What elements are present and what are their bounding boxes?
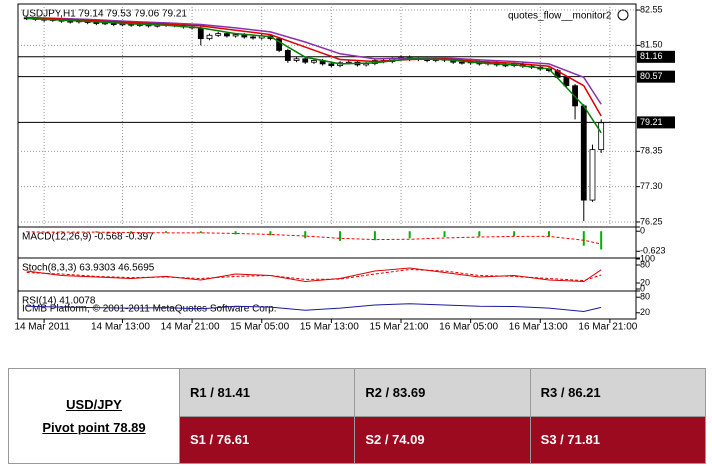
y-tick-label: 0 [640,283,645,293]
candle-body [284,50,291,61]
candle-body [206,34,213,40]
chart-title: USDJPY,H1 79.14 79.53 79.06 79.21 [22,9,187,20]
y-tick-label: 81.50 [640,40,663,50]
candle-body [589,149,596,201]
x-tick-label: 16 Mar 13:00 [509,322,568,333]
indicator-line [26,17,602,134]
indicator-line [26,231,602,245]
candle-body [293,58,300,61]
x-tick-label: 14 Mar 13:00 [91,322,150,333]
y-tick-label: -0.623 [640,246,666,256]
resistance: R1 / 81.41 [178,368,356,417]
resistance: R3 / 86.21 [529,368,707,417]
candle-body [311,60,317,63]
indicator-line [26,17,602,117]
pivot-table: USD/JPY Pivot point 78.89 R1 / 81.41 R2 / … [8,368,707,464]
support: S3 / 71.81 [529,415,707,464]
y-tick-label: 80 [640,259,650,269]
indicator-line [26,303,602,313]
y-tick-label: 77.30 [640,181,663,191]
x-tick-label: 15 Mar 13:00 [300,322,359,333]
candle-body [563,76,570,87]
y-tick-label: 76.25 [640,216,663,226]
panel-title: MACD(12,26,9) -0.568 -0.397 [22,232,154,243]
y-tick-label: 0 [640,226,645,236]
level-label: 81.16 [640,51,663,61]
indicator-line [26,268,602,282]
candle-body [276,38,283,51]
candle-body [598,122,605,151]
level-box [637,116,675,129]
candle-body [215,33,222,36]
candle-body [224,33,230,37]
indicator-line [26,267,602,283]
indicator-line [26,16,602,105]
x-tick-label: 15 Mar 05:00 [230,322,289,333]
x-tick-label: 14 Mar 2011 [14,322,70,333]
x-tick-label: 16 Mar 05:00 [439,322,498,333]
x-tick-label: 15 Mar 21:00 [370,322,429,333]
chart: USDJPY,H1 79.14 79.53 79.06 79.21 quotes… [14,3,675,333]
candle-body [197,27,204,40]
level-label: 79.21 [640,117,663,127]
annotation: quotes_flow__monitor2 [508,11,612,22]
candle-body [250,36,256,39]
symbol-cell: USD/JPY Pivot point 78.89 [8,368,180,464]
symbol: USD/JPY [66,397,122,412]
candle-body [459,61,465,64]
panel-title: RSI(14) 41.0078 [22,296,96,307]
y-tick-label: 78.35 [640,146,663,156]
level-box [637,70,675,83]
candle-body [580,105,587,201]
level-box [637,50,675,63]
level-label: 80.57 [640,71,663,81]
x-tick-label: 14 Mar 21:00 [161,322,220,333]
y-tick-label: 20 [640,307,650,317]
x-tick-label: 16 Mar 21:00 [578,322,637,333]
y-tick-label: 80 [640,292,650,302]
resistance: R2 / 83.69 [354,368,531,417]
support: S2 / 74.09 [354,415,531,464]
support: S1 / 76.61 [178,415,356,464]
y-tick-label: 82.55 [640,4,663,14]
candle-body [302,58,309,63]
candle-body [328,63,335,66]
pivot: Pivot point 78.89 [42,420,146,435]
y-tick-label: 20 [640,277,650,287]
panel-title: Stoch(8,3,3) 63.9303 46.5695 [22,263,155,274]
y-tick-label: 100 [640,253,655,263]
candle-body [232,34,239,37]
expert-icon [617,9,629,21]
annotation: ICMB Platform, © 2001-2011 MetaQuotes So… [22,304,277,315]
